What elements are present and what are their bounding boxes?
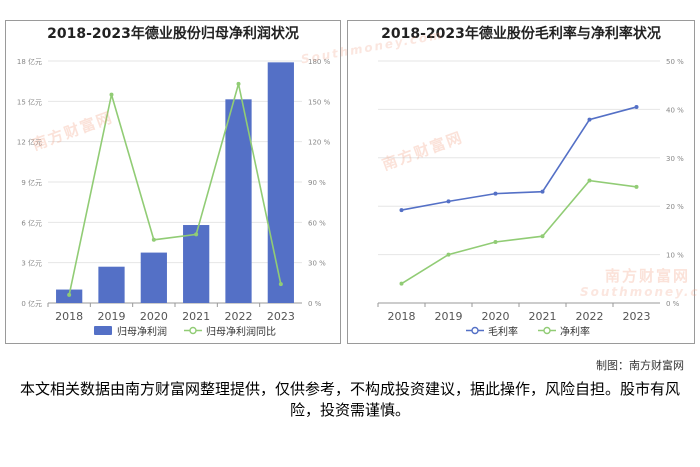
legend-line-label: 归母净利润同比 xyxy=(206,325,276,338)
series-point xyxy=(634,104,639,109)
right-chart-title: 2018-2023年德业股份毛利率与净利率状况 xyxy=(381,26,661,42)
legend-line-marker xyxy=(189,326,197,335)
y-right-tick-label: 150 % xyxy=(308,98,331,106)
series-point xyxy=(399,208,404,213)
chart-credit: 制图：南方财富网 xyxy=(596,359,684,372)
y-right-tick-label: 0 % xyxy=(666,300,680,308)
y-left-tick-label: 6 亿元 xyxy=(21,218,42,227)
series-point xyxy=(540,189,545,194)
y-right-tick-label: 0 % xyxy=(308,300,322,308)
yoy-point xyxy=(236,81,241,86)
series-point xyxy=(540,234,545,239)
y-left-tick-label: 12 亿元 xyxy=(17,138,42,147)
y-right-tick-label: 50 % xyxy=(666,58,684,66)
y-left-tick-label: 18 亿元 xyxy=(17,57,42,66)
y-left-tick-label: 0 亿元 xyxy=(21,299,42,308)
y-left-tick-label: 9 亿元 xyxy=(21,178,42,187)
series-point xyxy=(587,178,592,183)
y-right-tick-label: 10 % xyxy=(666,252,684,260)
x-tick-label: 2019 xyxy=(435,310,463,323)
disclaimer-text: 本文相关数据由南方财富网整理提供，仅供参考，不构成投资建议，据此操作，风险自担。… xyxy=(20,380,681,419)
x-tick-label: 2021 xyxy=(529,310,557,323)
series-point xyxy=(399,281,404,286)
yoy-point xyxy=(109,92,114,97)
y-right-tick-label: 30 % xyxy=(308,260,326,268)
bar xyxy=(98,266,125,303)
series-point xyxy=(493,191,498,196)
series-point xyxy=(446,252,451,257)
y-right-tick-label: 40 % xyxy=(666,106,684,114)
yoy-point xyxy=(151,237,156,242)
y-right-tick-label: 20 % xyxy=(666,203,684,211)
legend-bar-label: 归母净利润 xyxy=(117,325,167,338)
left-chart-panel: 2018-2023年德业股份归母净利润状况 0 亿元 0 % 3 亿元 30 % 6 亿… xyxy=(5,20,341,344)
x-tick-label: 2020 xyxy=(140,310,168,323)
series-point xyxy=(634,184,639,189)
y-left-tick-label: 3 亿元 xyxy=(21,259,42,268)
right-chart-panel: 2018-2023年德业股份毛利率与净利率状况 0 % 10 % 20 % 30 % 4… xyxy=(347,20,695,344)
y-right-tick-label: 180 % xyxy=(308,58,331,66)
bar xyxy=(140,252,167,303)
legend-line-marker xyxy=(543,326,551,335)
y-right-tick-label: 60 % xyxy=(308,219,326,227)
left-chart-title: 2018-2023年德业股份归母净利润状况 xyxy=(47,26,299,42)
series-point xyxy=(493,240,498,245)
y-right-tick-label: 90 % xyxy=(308,179,326,187)
series-line-net-margin xyxy=(401,179,637,285)
series-point xyxy=(446,199,451,204)
bar xyxy=(225,99,252,303)
legend-line-marker xyxy=(471,326,479,335)
net-profit-chart: 0 亿元 0 % 3 亿元 30 % 6 亿元 60 % 9 亿元 90 % 12 亿元 120 … xyxy=(17,57,331,338)
legend-label: 净利率 xyxy=(560,325,590,338)
series-point xyxy=(587,117,592,122)
y-left-tick-label: 15 亿元 xyxy=(17,97,42,106)
x-tick-label: 2019 xyxy=(98,310,126,323)
bar xyxy=(267,62,294,303)
y-right-tick-label: 120 % xyxy=(308,139,331,147)
yoy-series-line xyxy=(68,83,282,296)
x-tick-label: 2023 xyxy=(267,310,295,323)
yoy-point xyxy=(67,292,72,297)
x-tick-label: 2023 xyxy=(623,310,651,323)
yoy-point xyxy=(194,232,199,237)
x-tick-label: 2020 xyxy=(482,310,510,323)
x-tick-label: 2022 xyxy=(225,310,253,323)
bar xyxy=(183,225,210,303)
legend-bar-swatch xyxy=(94,326,112,335)
x-tick-label: 2018 xyxy=(55,310,83,323)
margin-chart: 0 % 10 % 20 % 30 % 40 % 50 % 2018 2019 2020 2021 2… xyxy=(377,58,684,338)
legend-label: 毛利率 xyxy=(488,325,518,338)
y-right-tick-label: 30 % xyxy=(666,155,684,163)
yoy-point xyxy=(278,282,283,287)
series-line-gross-margin xyxy=(401,106,637,211)
x-tick-label: 2018 xyxy=(388,310,416,323)
x-tick-label: 2021 xyxy=(182,310,210,323)
x-tick-label: 2022 xyxy=(576,310,604,323)
